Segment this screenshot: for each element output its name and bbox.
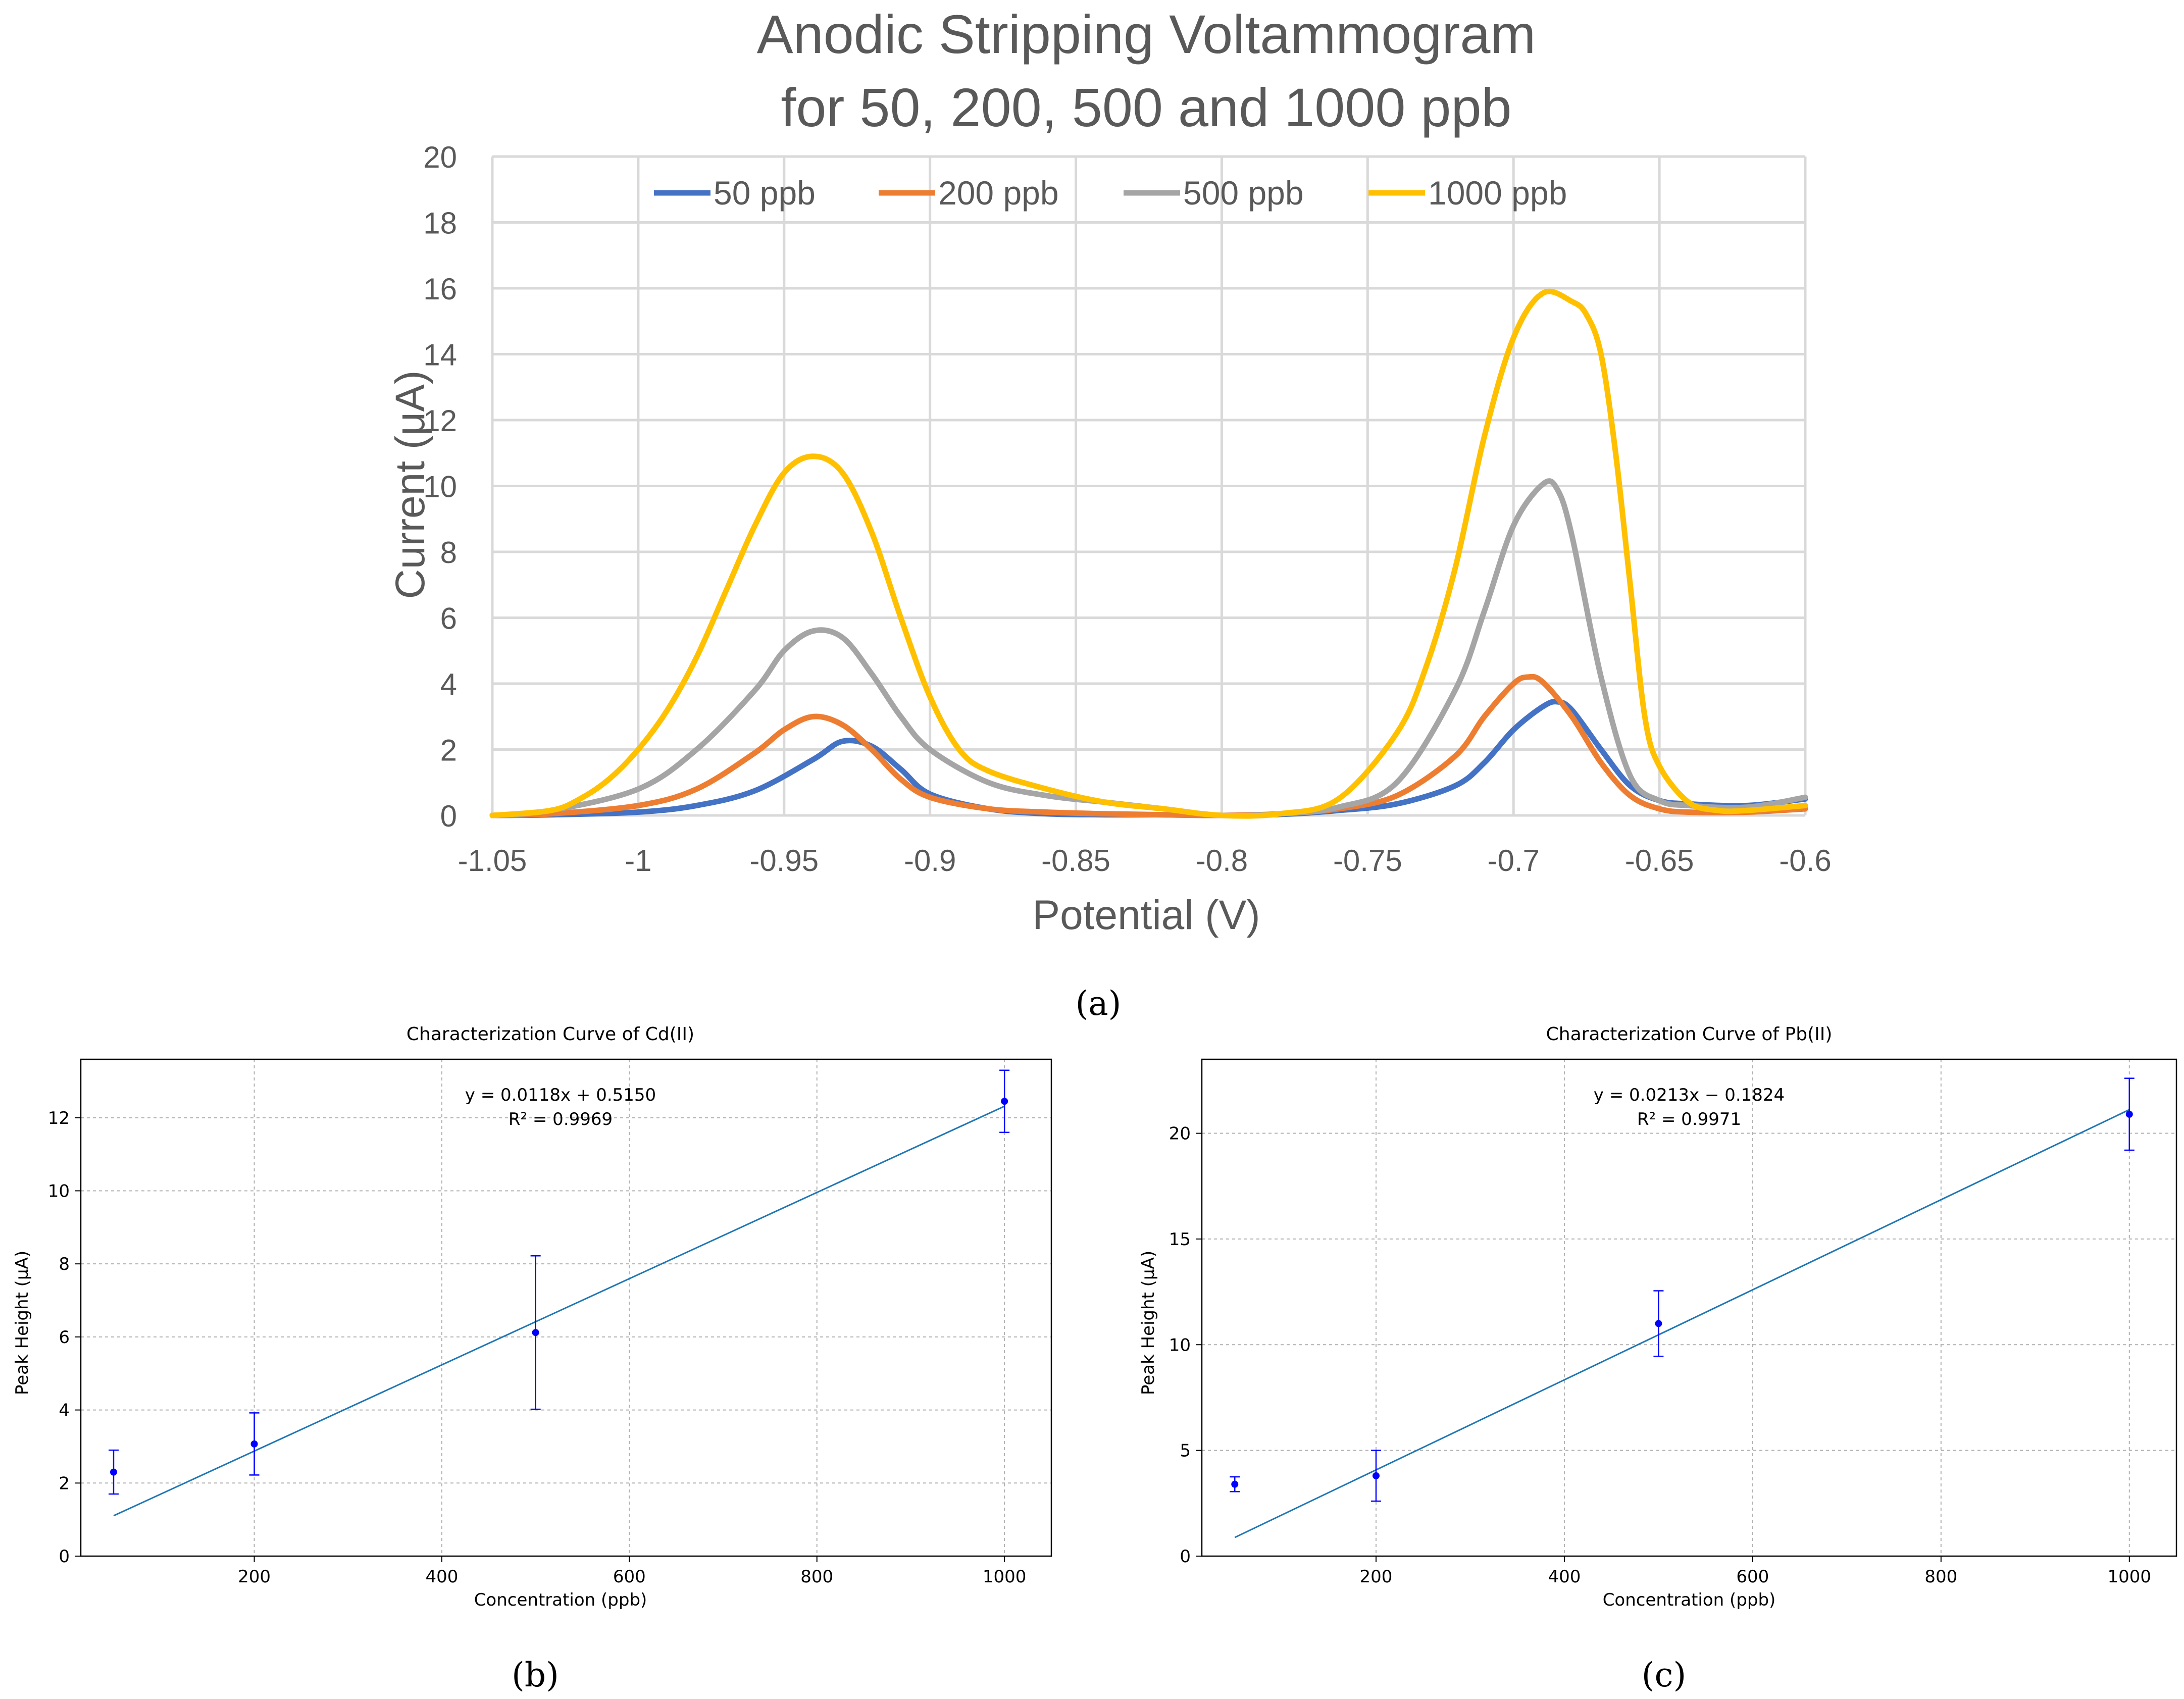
caption-b: (b) — [512, 1656, 559, 1694]
legend-label-50-ppb: 50 ppb — [714, 174, 816, 212]
chart-c-data-point — [2125, 1110, 2133, 1118]
chart-a-ytick-label: 18 — [423, 207, 457, 240]
chart-a-legend: 50 ppb 200 ppb 500 ppb 1000 ppb — [654, 174, 1567, 212]
chart-a-ytick-label: 8 — [440, 536, 457, 570]
chart-c-ylabel: Peak Height (μA) — [1138, 1251, 1158, 1395]
chart-b-xtick-label: 800 — [800, 1567, 833, 1587]
chart-a-ytick-label: 14 — [423, 338, 457, 372]
chart-a-xtick-label: -0.8 — [1196, 844, 1248, 878]
chart-c-xlabel: Concentration (ppb) — [1603, 1590, 1776, 1610]
chart-a-ytick-label: 2 — [440, 734, 457, 767]
panel-c-pb-curve: Characterization Curve of Pb(II) 200 400 6… — [1138, 1024, 2177, 1694]
chart-c-data-point — [1655, 1320, 1662, 1327]
chart-a-xtick-label: -0.7 — [1488, 844, 1540, 878]
chart-a-series — [489, 288, 1808, 819]
chart-a-tick-labels: 0 2 4 6 8 10 12 14 16 18 20 -1.05 -1 -0.95 -0.9 -0.85 -0… — [423, 140, 1831, 878]
chart-a-xtick-label: -0.95 — [749, 844, 819, 878]
chart-c-title: Characterization Curve of Pb(II) — [1546, 1024, 1833, 1045]
chart-a-xtick-label: -0.75 — [1333, 844, 1402, 878]
chart-c-ytick-label: 20 — [1169, 1124, 1191, 1144]
chart-b-xtick-label: 1000 — [983, 1567, 1027, 1587]
chart-b-xtick-label: 600 — [613, 1567, 646, 1587]
chart-b-data-point — [1001, 1098, 1008, 1105]
chart-a-gridlines — [491, 155, 1807, 817]
chart-c-axes-frame — [1201, 1058, 2177, 1557]
chart-b-xtick-label: 200 — [238, 1567, 271, 1587]
chart-a-title-line1: Anodic Stripping Voltammogram — [757, 4, 1536, 65]
chart-b-xlabel: Concentration (ppb) — [474, 1590, 647, 1610]
chart-b-title: Characterization Curve of Cd(II) — [407, 1024, 694, 1045]
chart-a-ylabel: Current (μA) — [387, 371, 433, 599]
chart-a-title-line2: for 50, 200, 500 and 1000 ppb — [781, 77, 1511, 138]
caption-c: (c) — [1642, 1656, 1686, 1694]
chart-a-xtick-label: -0.6 — [1779, 844, 1831, 878]
caption-a: (a) — [1076, 984, 1122, 1023]
chart-c-ytick-label: 15 — [1169, 1229, 1191, 1250]
chart-a-xtick-label: -1.05 — [458, 844, 527, 878]
chart-b-fit-line — [113, 1105, 1005, 1517]
chart-b-ylabel: Peak Height (μA) — [12, 1251, 32, 1395]
chart-a-ytick-label: 12 — [423, 404, 457, 438]
chart-c-xtick-label: 200 — [1360, 1567, 1393, 1587]
chart-b-ytick-label: 6 — [59, 1327, 70, 1348]
chart-a-ytick-label: 0 — [440, 799, 457, 833]
chart-b-plot: 200 400 600 800 1000 0 2 4 6 8 10 12 — [48, 1058, 1052, 1587]
chart-b-ytick-label: 0 — [59, 1547, 70, 1567]
chart-a-xtick-label: -1 — [625, 844, 651, 878]
chart-b-ytick-label: 2 — [59, 1473, 70, 1494]
chart-c-equation: y = 0.0213x − 0.1824 — [1594, 1085, 1785, 1105]
panel-a-voltammogram: Anodic Stripping Voltammogram for 50, 20… — [387, 4, 1832, 1023]
chart-b-equation: y = 0.0118x + 0.5150 — [465, 1085, 656, 1105]
chart-a-ytick-label: 6 — [440, 602, 457, 636]
chart-a-ytick-label: 4 — [440, 667, 457, 701]
chart-b-ytick-label: 8 — [59, 1254, 70, 1274]
chart-c-xtick-label: 1000 — [2107, 1567, 2151, 1587]
chart-b-data-point — [110, 1468, 117, 1476]
chart-a-ytick-label: 10 — [423, 470, 457, 504]
panel-b-cd-curve: Characterization Curve of Cd(II) 200 400 6… — [12, 1024, 1052, 1694]
chart-c-xtick-label: 400 — [1548, 1567, 1581, 1587]
chart-c-xtick-label: 800 — [1924, 1567, 1957, 1587]
chart-b-r-squared: R² = 0.9969 — [509, 1109, 613, 1129]
series-500-ppb-line — [489, 478, 1808, 819]
chart-c-ytick-label: 0 — [1180, 1547, 1191, 1567]
chart-b-xtick-label: 400 — [425, 1567, 458, 1587]
chart-a-xlabel: Potential (V) — [1032, 892, 1260, 938]
chart-b-axes-frame — [80, 1058, 1052, 1557]
chart-c-data-point — [1231, 1480, 1239, 1488]
chart-b-ytick-label: 4 — [59, 1401, 70, 1421]
chart-b-data-point — [250, 1440, 258, 1448]
chart-c-xtick-label: 600 — [1736, 1567, 1769, 1587]
chart-b-ytick-label: 12 — [48, 1108, 70, 1128]
chart-a-xtick-label: -0.85 — [1041, 844, 1110, 878]
legend-label-200-ppb: 200 ppb — [938, 174, 1059, 212]
chart-c-plot: 200 400 600 800 1000 0 5 10 15 20 — [1169, 1058, 2177, 1587]
chart-c-r-squared: R² = 0.9971 — [1637, 1109, 1741, 1129]
chart-c-fit-line — [1234, 1109, 2130, 1538]
chart-c-data-point — [1372, 1472, 1380, 1479]
series-1000-ppb-line — [489, 288, 1808, 819]
legend-label-500-ppb: 500 ppb — [1183, 174, 1304, 212]
chart-c-ytick-label: 5 — [1180, 1441, 1191, 1461]
chart-a-ytick-label: 20 — [423, 140, 457, 174]
chart-b-ytick-label: 10 — [48, 1181, 70, 1201]
chart-a-xtick-label: -0.9 — [904, 844, 956, 878]
chart-a-ytick-label: 16 — [423, 272, 457, 306]
chart-c-ytick-label: 10 — [1169, 1335, 1191, 1355]
legend-label-1000-ppb: 1000 ppb — [1428, 174, 1567, 212]
chart-b-data-point — [532, 1329, 539, 1336]
chart-a-xtick-label: -0.65 — [1625, 844, 1694, 878]
